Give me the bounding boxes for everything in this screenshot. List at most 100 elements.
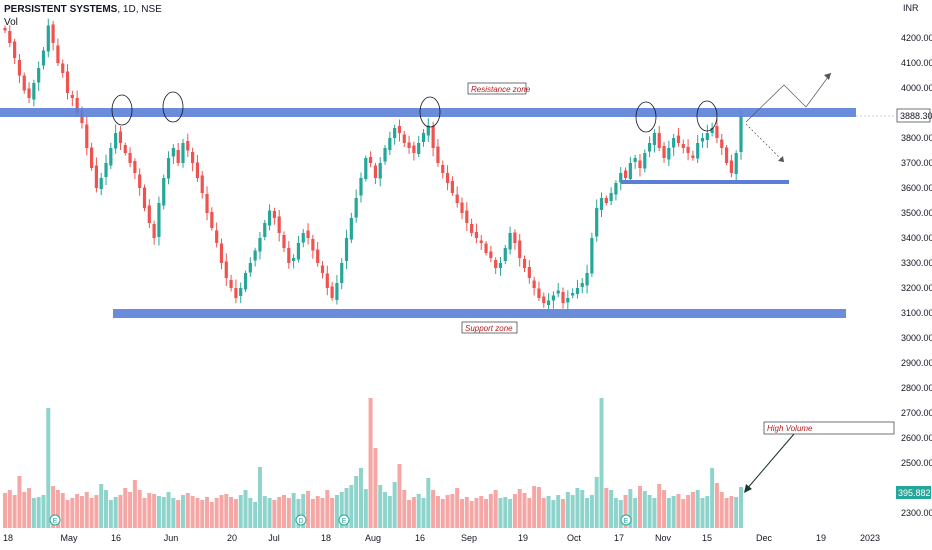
volume-bar	[671, 496, 676, 528]
time-tick-label: 17	[614, 533, 624, 543]
volume-bar	[431, 490, 436, 528]
volume-indicator-label[interactable]: Vol	[4, 17, 18, 28]
neckline-support	[621, 180, 789, 184]
volume-bar	[527, 498, 532, 528]
candle-body	[686, 147, 690, 153]
volume-bar	[421, 498, 426, 528]
candle-body	[643, 153, 647, 169]
candle-body	[652, 133, 657, 145]
currency-label: INR	[903, 3, 919, 13]
volume-bar	[219, 495, 224, 528]
time-tick-label: 16	[111, 533, 121, 543]
candle-body	[215, 230, 219, 243]
resistance-label: Resistance zone	[471, 85, 531, 94]
candle-body	[455, 194, 459, 203]
volume-bar	[310, 499, 315, 528]
candle-body	[75, 98, 79, 113]
candle-body	[470, 224, 474, 233]
volume-bar	[565, 492, 570, 528]
candle-body	[494, 260, 498, 268]
candle-body	[191, 152, 195, 163]
candle-body	[253, 250, 257, 261]
candle-body	[243, 273, 248, 290]
candle-body	[373, 165, 378, 178]
candle-body	[604, 198, 608, 203]
volume-label-box	[763, 421, 895, 435]
volume-bar	[306, 491, 311, 528]
candle-body	[599, 198, 604, 210]
candle-body	[691, 155, 695, 158]
price-tick-label: 3800.00	[901, 133, 932, 143]
time-tick-label: Nov	[655, 533, 672, 543]
volume-bar	[676, 494, 681, 528]
volume-bar	[75, 494, 80, 528]
time-tick-label: 19	[816, 533, 826, 543]
candle-body	[142, 187, 147, 208]
event-marker-letter: E	[624, 518, 629, 525]
volume-bar	[426, 478, 431, 528]
candle-body	[311, 239, 315, 251]
candle-body	[571, 293, 575, 296]
candle-body	[61, 63, 65, 73]
volume-tick-label: 2600.00	[901, 433, 932, 443]
bullish-projection	[745, 72, 832, 123]
candle-body	[657, 133, 661, 148]
volume-bar	[104, 490, 109, 528]
volume-bar	[637, 486, 642, 528]
volume-bar	[402, 490, 407, 528]
time-axis[interactable]: 18 May 16 Jun 20 Jul 18 Aug 16 Sep 19 Oct 17 Nov 15 Dec…	[3, 533, 880, 543]
volume-bar	[739, 487, 743, 528]
volume-bar	[633, 498, 638, 528]
volume-bar	[79, 496, 84, 528]
volume-bar	[368, 398, 373, 528]
resistance-label-box	[467, 82, 527, 95]
candle-body	[219, 243, 224, 263]
volume-bar	[152, 494, 157, 528]
candle-body	[234, 288, 238, 298]
candle-body	[277, 216, 281, 233]
volume-bar	[666, 498, 671, 528]
candle-body	[407, 142, 411, 148]
bearish-arrowhead	[778, 156, 784, 162]
volume-bar	[214, 498, 219, 528]
candle-body	[672, 138, 676, 148]
volume-bar	[243, 490, 248, 528]
candle-body	[301, 233, 305, 243]
volume-bar	[3, 493, 7, 528]
candle-body	[585, 273, 589, 286]
candle-body	[609, 193, 613, 201]
volume-bar	[556, 495, 561, 528]
volume-bar	[7, 490, 12, 528]
candle-body	[195, 162, 200, 178]
candle-body	[590, 238, 594, 274]
volume-bar	[522, 493, 527, 528]
time-tick-label: 15	[702, 533, 712, 543]
candle-body	[46, 25, 50, 52]
candle-body	[176, 150, 180, 163]
time-tick-label: 18	[321, 533, 331, 543]
volume-bar	[166, 492, 171, 528]
candle-body	[325, 273, 329, 288]
volume-bar	[156, 496, 161, 528]
annotations-layer: Resistance zone Support zone High Volume E D…	[49, 72, 895, 526]
candle-body	[56, 45, 60, 63]
volume-bar	[233, 499, 238, 528]
candle-body	[296, 243, 301, 260]
volume-bar	[455, 488, 460, 528]
candle-body	[556, 290, 560, 294]
candle-body	[546, 300, 551, 305]
price-tick-label: 3000.00	[901, 333, 932, 343]
resistance-zone	[0, 108, 856, 117]
candle-body	[426, 125, 430, 136]
candle-body	[292, 258, 296, 261]
candle-body	[368, 157, 373, 163]
candle-body	[320, 265, 325, 273]
price-axis[interactable]: INR 4200.00 4100.00 4000.00 3800.00 3700.00 36…	[896, 3, 932, 518]
candle-body	[354, 198, 358, 218]
volume-bar	[99, 484, 104, 528]
symbol-header[interactable]: PERSISTENT SYSTEMS, 1D, NSE	[4, 4, 162, 15]
candle-body	[272, 211, 276, 218]
volume-bar	[512, 494, 517, 528]
volume-bar	[248, 498, 253, 528]
